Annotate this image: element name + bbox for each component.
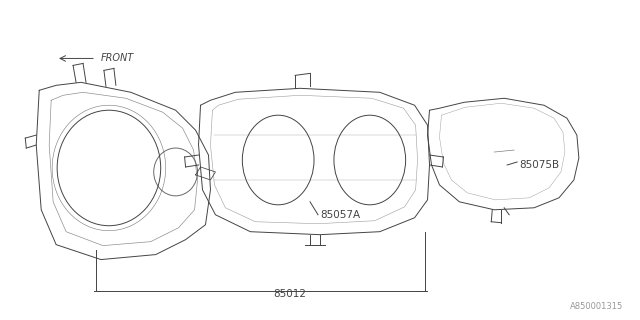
Text: 85012: 85012 bbox=[274, 289, 307, 300]
Text: A850001315: A850001315 bbox=[570, 302, 623, 311]
Text: 85057A: 85057A bbox=[320, 210, 360, 220]
Text: FRONT: FRONT bbox=[101, 53, 134, 63]
Text: 85075B: 85075B bbox=[519, 160, 559, 170]
